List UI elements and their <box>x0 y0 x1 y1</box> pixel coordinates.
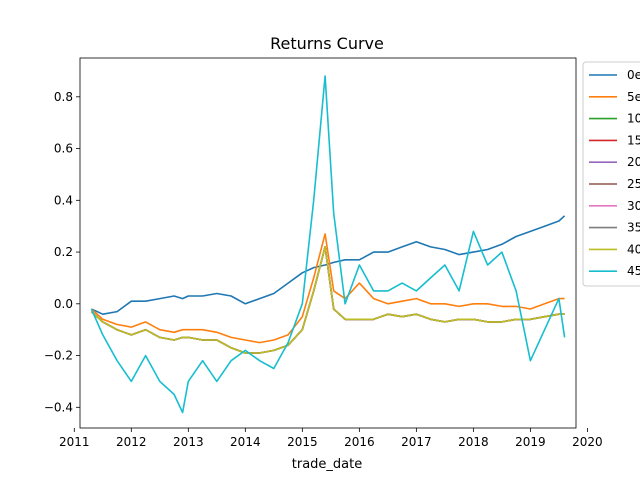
series-line-0e <box>91 215 566 316</box>
x-tick-label: 2018 <box>458 435 489 449</box>
axes: 2011 2012 2013 2014 2015 2016 2017 2018 2019 2020… <box>44 57 603 449</box>
y-tick-label: 0.4 <box>54 193 73 207</box>
x-tick-label: 2013 <box>173 435 204 449</box>
x-tick-label: 2019 <box>515 435 546 449</box>
legend: 0e 5e 10 15 20 25 30 35 40 45 <box>582 61 640 287</box>
x-tick-label: 2017 <box>401 435 432 449</box>
legend-label-25: 25 <box>627 177 640 191</box>
series-line-40 <box>90 246 565 354</box>
x-tick-label: 2011 <box>59 435 90 449</box>
plot-frame <box>79 57 577 429</box>
y-tick-label: 0.8 <box>54 90 73 104</box>
x-tick-label: 2014 <box>230 435 261 449</box>
legend-label-10: 10 <box>627 112 640 126</box>
x-tick-label: 2020 <box>572 435 603 449</box>
x-axis-label: trade_date <box>292 457 362 472</box>
x-tick-label: 2012 <box>116 435 147 449</box>
x-tick-label: 2015 <box>287 435 318 449</box>
x-tick-label: 2016 <box>344 435 375 449</box>
legend-label-20: 20 <box>627 155 640 169</box>
plot-area <box>90 75 566 414</box>
legend-label-5e: 5e <box>627 90 640 104</box>
y-tick-label: 0.6 <box>54 142 73 156</box>
series-line-45 <box>90 75 566 414</box>
legend-label-15: 15 <box>627 133 640 147</box>
y-tick-label: 0.0 <box>54 297 73 311</box>
legend-label-40: 40 <box>627 242 640 256</box>
legend-label-0e: 0e <box>627 68 640 82</box>
y-tick-label: −0.2 <box>44 349 73 363</box>
legend-label-35: 35 <box>627 221 640 235</box>
legend-label-45: 45 <box>627 264 640 278</box>
series-line-5e <box>90 233 565 344</box>
y-tick-label: −0.4 <box>44 400 73 414</box>
legend-label-30: 30 <box>627 199 640 213</box>
y-tick-label: 0.2 <box>54 245 73 259</box>
chart-title: Returns Curve <box>270 34 384 53</box>
